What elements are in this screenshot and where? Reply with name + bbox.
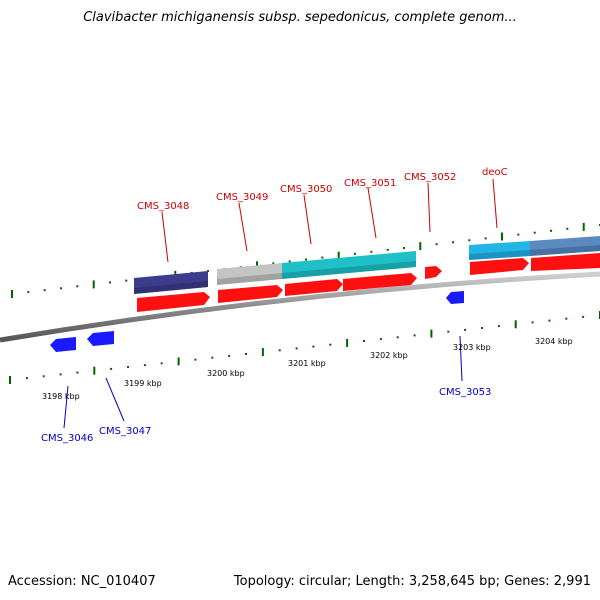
cds-cms-3046[interactable]: [50, 337, 76, 352]
cds-cms-3051[interactable]: [343, 273, 417, 291]
genome-backbone: [0, 271, 600, 343]
label-cms-3047[interactable]: CMS_3047: [99, 426, 151, 437]
genome-summary-text: Topology: circular; Length: 3,258,645 bp…: [233, 574, 591, 589]
scale-labels: 3198 kbp 3199 kbp 3200 kbp 3201 kbp 3202…: [42, 337, 573, 401]
leader-cms-3052: [427, 182, 431, 233]
cds-cms-3050[interactable]: [285, 279, 343, 296]
cds-cms-3047[interactable]: [87, 331, 114, 346]
leader-deoc: [492, 178, 498, 229]
label-cms-3053[interactable]: CMS_3053: [439, 387, 491, 398]
label-cms-3048[interactable]: CMS_3048: [137, 201, 189, 212]
scale-label-3198: 3198 kbp: [42, 392, 80, 401]
cog-bar-2-shade: [217, 273, 282, 285]
scale-label-3200: 3200 kbp: [207, 369, 245, 378]
leader-cms-3049: [238, 202, 248, 252]
leader-cms-3048: [161, 211, 169, 263]
label-cms-3046[interactable]: CMS_3046: [41, 433, 93, 444]
feature-bar-row: [134, 236, 600, 294]
leader-cms-3050: [303, 194, 312, 245]
scale-label-3204: 3204 kbp: [535, 337, 573, 346]
cds-cms-3048[interactable]: [137, 292, 210, 312]
gene-labels: CMS_3048 CMS_3049 CMS_3050 CMS_3051 CMS_…: [41, 167, 508, 444]
label-cms-3051[interactable]: CMS_3051: [344, 178, 396, 189]
leader-cms-3046: [63, 385, 69, 429]
label-cms-3052[interactable]: CMS_3052: [404, 172, 456, 183]
accession-text: Accession: NC_010407: [8, 574, 156, 589]
label-deoc[interactable]: deoC: [482, 167, 508, 178]
label-cms-3049[interactable]: CMS_3049: [216, 192, 268, 203]
scale-label-3199: 3199 kbp: [124, 379, 162, 388]
cds-cms-3052[interactable]: [425, 266, 442, 279]
reverse-cds-row: [50, 291, 464, 352]
cds-cms-3049[interactable]: [218, 285, 283, 303]
label-leaders: [63, 178, 498, 429]
lower-tick-row: [9, 311, 600, 384]
leader-cms-3053: [459, 335, 463, 382]
map-title: Clavibacter michiganensis subsp. sepedon…: [83, 10, 517, 25]
cog-bar-4-shade: [469, 250, 530, 260]
cog-bar-5-shade: [530, 245, 600, 256]
scale-label-3201: 3201 kbp: [288, 359, 326, 368]
scale-label-3202: 3202 kbp: [370, 351, 408, 360]
cog-bar-1-shade: [134, 281, 208, 294]
cds-cms-3053[interactable]: [446, 291, 464, 304]
cds-deoc[interactable]: [470, 258, 529, 275]
leader-cms-3051: [367, 187, 377, 239]
scale-label-3203: 3203 kbp: [453, 343, 491, 352]
leader-cms-3047: [105, 377, 125, 422]
label-cms-3050[interactable]: CMS_3050: [280, 184, 332, 195]
forward-cds-row: [137, 253, 600, 312]
cog-bar-3-shade: [282, 261, 416, 279]
cds-next[interactable]: [531, 253, 600, 271]
